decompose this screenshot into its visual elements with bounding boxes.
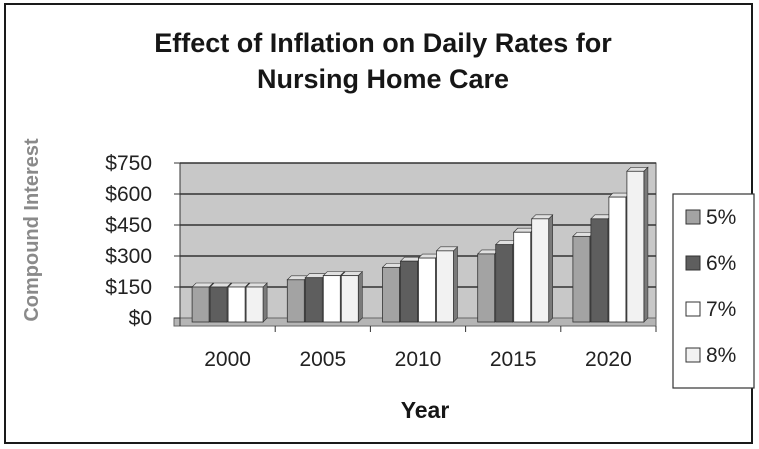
legend-swatch — [685, 347, 701, 363]
y-tick-label: $150 — [105, 276, 152, 299]
bar-top — [435, 246, 459, 252]
bar-top — [322, 271, 346, 276]
chart-title-line-2: Nursing Home Care — [257, 64, 509, 94]
bar-side — [548, 214, 554, 323]
x-tick-label: 2020 — [585, 348, 632, 371]
bar-top — [626, 166, 649, 172]
legend-label: 7% — [706, 298, 736, 321]
x-tick-label: 2010 — [395, 348, 442, 371]
bar-top — [245, 282, 268, 288]
y-tick-label: $600 — [105, 183, 152, 206]
legend-swatch — [685, 255, 701, 271]
bar — [245, 286, 264, 323]
bar — [191, 286, 210, 323]
bar — [227, 286, 246, 323]
bar-top — [209, 282, 232, 288]
bar — [608, 196, 627, 323]
bar-top — [191, 282, 214, 288]
y-axis-label: Compound Interest — [21, 138, 43, 322]
bar — [209, 286, 228, 323]
bar-top — [340, 271, 364, 276]
bar — [400, 260, 418, 323]
chart-title-line-1: Effect of Inflation on Daily Rates for — [154, 28, 612, 58]
x-tick-label: 2005 — [299, 348, 346, 371]
bar — [513, 231, 532, 323]
bar-side — [262, 282, 268, 323]
legend-swatch — [685, 209, 701, 225]
bar — [382, 266, 400, 323]
bar-top — [227, 282, 250, 288]
x-tick-label: 2015 — [490, 348, 537, 371]
legend-swatch — [685, 301, 701, 317]
bar — [531, 218, 550, 323]
legend-label: 6% — [706, 252, 736, 275]
bar — [436, 250, 454, 323]
y-tick-label: $300 — [105, 245, 152, 268]
bar — [322, 275, 341, 323]
bar — [626, 170, 645, 323]
bar — [590, 218, 609, 323]
x-tick-label: 2000 — [204, 348, 251, 371]
bar — [477, 253, 496, 323]
bar-side — [643, 166, 649, 323]
bar-side — [453, 246, 458, 323]
y-tick-label: $750 — [105, 152, 152, 175]
bar — [286, 279, 305, 323]
bar — [304, 277, 323, 323]
legend: 5% 6% 7% 8% — [672, 193, 755, 389]
legend-label: 8% — [706, 344, 736, 367]
legend-label: 5% — [706, 206, 736, 229]
bar — [340, 275, 359, 323]
y-tick-label: $450 — [105, 214, 152, 237]
plot-area: $0 $150 $300 $450 $600 $750 2000 2005 2010 2015 20… — [105, 152, 657, 371]
bar — [418, 257, 436, 323]
bar-side — [357, 270, 363, 323]
bar — [495, 244, 514, 323]
bar-top — [530, 214, 554, 220]
y-tick-label: $0 — [129, 307, 152, 330]
x-axis-label: Year — [401, 397, 450, 423]
bar — [572, 235, 591, 323]
